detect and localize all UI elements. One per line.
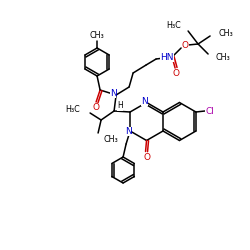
- Text: H₃C: H₃C: [166, 22, 181, 30]
- Text: O: O: [182, 42, 188, 50]
- Text: N: N: [141, 97, 148, 106]
- Text: O: O: [172, 70, 180, 78]
- Text: HN: HN: [160, 52, 173, 62]
- Text: N: N: [125, 126, 132, 136]
- Text: H₃C: H₃C: [65, 106, 80, 114]
- Text: CH₃: CH₃: [215, 54, 230, 62]
- Text: CH₃: CH₃: [90, 30, 104, 40]
- Text: O: O: [143, 153, 150, 162]
- Text: CH₃: CH₃: [218, 28, 233, 38]
- Text: N: N: [110, 88, 116, 98]
- Text: O: O: [92, 104, 100, 112]
- Text: Cl: Cl: [206, 106, 214, 116]
- Text: H: H: [117, 102, 123, 110]
- Text: CH₃: CH₃: [103, 134, 118, 143]
